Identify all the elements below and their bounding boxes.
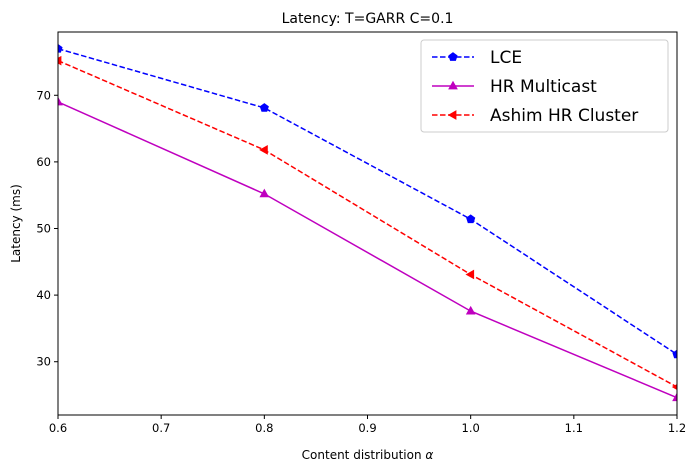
- data-point-lce: [58, 43, 63, 53]
- x-tick-label: 0.9: [358, 421, 376, 435]
- data-point-hr-multicast: [672, 392, 677, 402]
- series-line-hr-multicast: [58, 101, 677, 399]
- y-tick-label: 30: [36, 355, 51, 369]
- y-tick-label: 50: [36, 221, 51, 235]
- y-tick-label: 60: [36, 155, 51, 169]
- x-tick-label: 0.6: [49, 421, 67, 435]
- y-tick-label: 70: [36, 88, 51, 102]
- data-point-hr-multicast: [259, 188, 270, 198]
- series-line-ashim-hr-cluster: [58, 59, 677, 388]
- legend-marker-lce: [448, 52, 458, 61]
- data-point-hr-multicast: [58, 96, 63, 106]
- legend: LCE HR Multicast Ashim HR Cluster: [420, 39, 669, 133]
- data-point-lce: [466, 214, 476, 224]
- ticks-layer: 0.6 0.7 0.8 0.9 1.0 1.1 1.2 30 40 50 60 70: [36, 88, 686, 435]
- x-axis-label: Content distribution α: [302, 448, 434, 462]
- legend-label-hr-multicast: HR Multicast: [490, 77, 597, 97]
- legend-marker-ashim-hr-cluster: [447, 110, 457, 120]
- legend-marker-hr-multicast: [448, 80, 458, 90]
- series-line-lce: [58, 47, 677, 356]
- series-layer: [58, 43, 677, 402]
- data-point-ashim-hr-cluster: [259, 145, 268, 155]
- data-point-ashim-hr-cluster: [465, 269, 475, 280]
- legend-label-ashim-hr-cluster: Ashim HR Cluster: [490, 106, 638, 126]
- plot-frame: [57, 31, 678, 416]
- x-tick-label: 1.0: [462, 421, 480, 435]
- data-point-ashim-hr-cluster: [671, 384, 677, 390]
- data-point-hr-multicast: [465, 305, 476, 315]
- x-tick-label: 1.2: [668, 421, 686, 435]
- chart-title: Latency: T=GARR C=0.1: [282, 11, 454, 27]
- x-tick-label: 0.7: [152, 421, 170, 435]
- y-axis-label: Latency (ms): [9, 184, 23, 263]
- y-tick-label: 40: [36, 288, 51, 302]
- x-tick-label: 1.1: [565, 421, 583, 435]
- x-axis-label-symbol: α: [425, 448, 433, 462]
- data-point-lce: [672, 349, 677, 359]
- data-point-lce: [259, 103, 269, 112]
- x-axis-label-text: Content distribution: [302, 448, 422, 462]
- legend-label-lce: LCE: [490, 48, 522, 68]
- data-point-ashim-hr-cluster: [58, 55, 62, 66]
- x-tick-label: 0.8: [255, 421, 273, 435]
- legend-box: [420, 39, 669, 133]
